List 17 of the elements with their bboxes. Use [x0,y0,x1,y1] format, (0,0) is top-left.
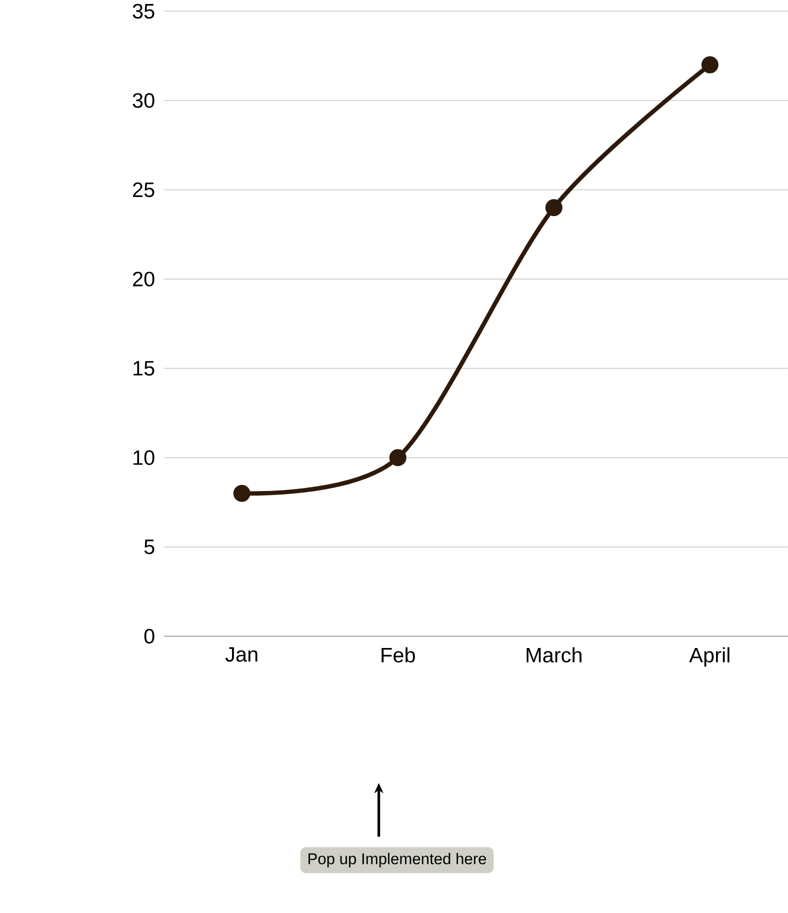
x-tick-label: Feb [381,647,415,662]
x-tick-label: April [688,647,730,667]
y-tick-label: 35 [132,4,154,19]
y-tick-label: 25 [132,182,154,198]
point [233,484,250,502]
text: Pop up Implemented here [308,852,486,868]
point [701,56,718,74]
y-tick-label: 20 [132,272,154,286]
x-tick-label: March [526,647,582,662]
y-tick-label: 30 [132,93,154,108]
y-tick-label: 5 [144,540,154,554]
y-tick-label: 10 [133,450,154,465]
y-tick-label: 0 [144,628,154,644]
point [545,199,562,216]
y-tick-label: 15 [133,361,154,376]
point [389,449,406,466]
x-tick-label: Jan [225,647,258,662]
